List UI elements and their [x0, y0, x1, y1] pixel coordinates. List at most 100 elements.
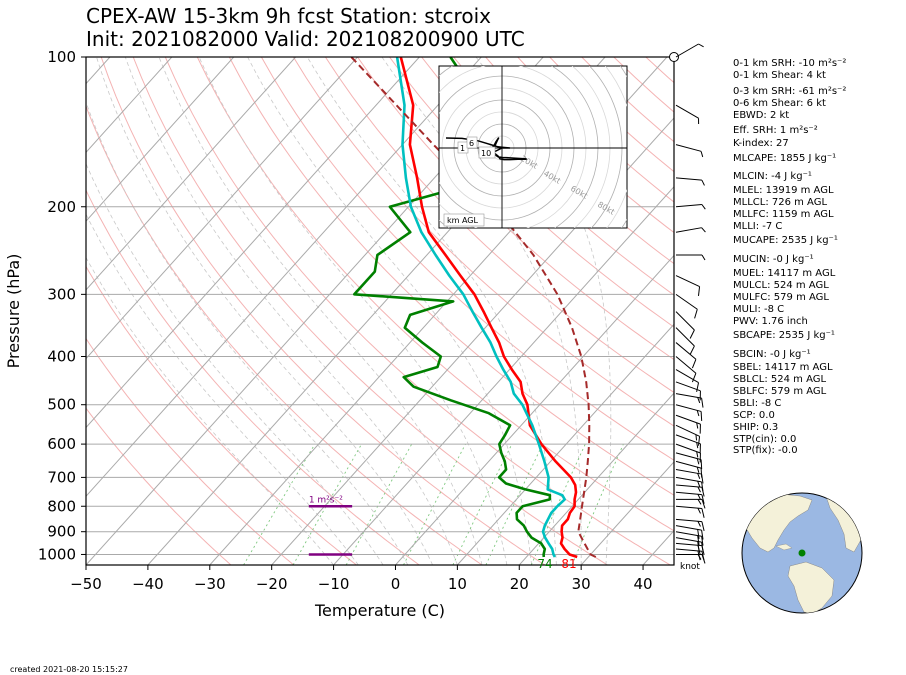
wind-barb — [675, 469, 702, 475]
wind-barb — [675, 393, 702, 399]
moist-adiabat — [158, 57, 483, 565]
wind-barb — [675, 452, 702, 461]
index-mllfc: MLLFC: 1159 m AGL — [733, 209, 834, 220]
surface-dewpoint-label: 74 — [537, 557, 552, 571]
isotherm — [580, 461, 674, 565]
wind-barb-feather — [701, 521, 705, 531]
wind-barb-feather — [700, 411, 703, 421]
wind-barb — [675, 414, 701, 425]
wind-barb-feather — [697, 486, 701, 493]
wind-barb-feather — [695, 434, 698, 441]
y-tick-label: 600 — [47, 435, 76, 453]
wind-barb — [675, 484, 702, 488]
index-mlcape: MLCAPE: 1855 J kg⁻¹ — [733, 153, 837, 164]
surface-temperature-label: 81 — [561, 557, 576, 571]
isotherm — [86, 57, 420, 429]
wind-barb — [675, 505, 702, 510]
x-tick-label: −10 — [318, 575, 350, 593]
x-tick-label: −30 — [194, 575, 226, 593]
dry-adiabat — [86, 407, 232, 565]
wind-barb-feather — [694, 309, 698, 319]
dry-adiabat — [100, 57, 546, 565]
dry-adiabat — [260, 57, 674, 461]
isotherm — [456, 323, 674, 565]
isotherm — [518, 392, 674, 565]
index-mllcl: MLLCL: 726 m AGL — [733, 197, 828, 208]
wind-barb — [675, 518, 702, 523]
hodograph-height-label: 10 — [481, 149, 491, 158]
index-scp: SCP: 0.0 — [733, 410, 775, 421]
isotherm — [86, 57, 173, 154]
wind-barb — [675, 203, 702, 208]
wind-barb — [675, 525, 702, 531]
dry-adiabat — [453, 57, 674, 265]
isotherm — [86, 57, 482, 497]
globe-north-america — [745, 493, 813, 553]
wind-barb — [675, 381, 701, 392]
moist-adiabat — [86, 162, 384, 565]
wind-barb — [675, 434, 701, 445]
x-tick-label: 10 — [448, 575, 467, 593]
wind-barb-feather — [696, 382, 700, 392]
wind-barb-feather — [701, 481, 704, 492]
index-sbcape: SBCAPE: 2535 J kg⁻¹ — [733, 330, 835, 341]
wind-barb-feather — [697, 521, 701, 527]
wind-barb — [675, 144, 702, 152]
index-mlcin: MLCIN: -4 J kg⁻¹ — [733, 171, 812, 182]
x-tick-label: −50 — [70, 575, 102, 593]
dry-adiabat — [421, 57, 674, 296]
locator-globe — [741, 492, 863, 614]
wind-barb-feather — [701, 508, 705, 518]
wind-barb-feather — [697, 550, 701, 561]
wind-barb — [675, 342, 697, 360]
moist-adiabat — [306, 57, 557, 565]
chart-title-line-2: Init: 2021082000 Valid: 202108200900 UTC — [86, 27, 525, 51]
wind-barb-feather — [701, 499, 706, 509]
wind-barb — [675, 327, 695, 347]
wind-barb-feather — [689, 345, 695, 355]
index-stpcin: STP(cin): 0.0 — [733, 434, 797, 445]
index-shear6: 0-6 km Shear: 6 kt — [733, 98, 826, 109]
wind-barb-feather — [696, 451, 699, 458]
plot-axes: −50 −40 −30 −20 −10 0 10 20 30 40 100 200 300 400 500 6… — [38, 48, 679, 593]
wind-barb — [675, 424, 700, 437]
moist-adiabat — [86, 256, 334, 565]
moist-adiabat — [198, 57, 508, 565]
index-sbli: SBLI: -8 C — [733, 398, 782, 409]
moist-adiabat — [475, 57, 612, 565]
x-tick-label: 40 — [634, 575, 653, 593]
index-sblcl: SBLCL: 524 m AGL — [733, 374, 827, 385]
y-tick-label: 300 — [47, 285, 76, 303]
y-tick-label: 100 — [47, 48, 76, 66]
isotherm — [86, 57, 296, 291]
wind-barb-feather — [700, 151, 704, 158]
index-muel: MUEL: 14117 m AGL — [733, 268, 836, 279]
mixing-ratio-line — [452, 443, 513, 565]
wind-barb — [675, 460, 702, 469]
wind-barb — [675, 104, 699, 119]
srh-bar-label: 1 m²s⁻² — [309, 495, 343, 505]
moist-adiabat — [381, 57, 582, 565]
wind-barb-feather — [697, 499, 702, 505]
x-tick-label: 30 — [572, 575, 591, 593]
mixing-ratio-line — [530, 443, 586, 565]
wind-barb-feather — [697, 529, 700, 539]
index-mulfc: MULFC: 579 m AGL — [733, 292, 829, 303]
wind-barb-feather — [701, 254, 706, 261]
isotherm — [333, 186, 674, 565]
wind-barb-feather — [696, 422, 699, 429]
wind-barb-feather — [701, 494, 705, 504]
wind-barb-feather — [697, 397, 701, 404]
wind-barb — [675, 548, 702, 552]
index-ship: SHIP: 0.3 — [733, 422, 779, 433]
background-grid — [86, 57, 674, 565]
wind-barb-feather — [696, 442, 699, 449]
wind-barb — [675, 177, 702, 181]
wind-barb-feather — [691, 373, 697, 383]
wind-barb — [675, 537, 702, 543]
index-mucin: MUCIN: -0 J kg⁻¹ — [733, 254, 814, 265]
x-tick-label: −20 — [256, 575, 288, 593]
